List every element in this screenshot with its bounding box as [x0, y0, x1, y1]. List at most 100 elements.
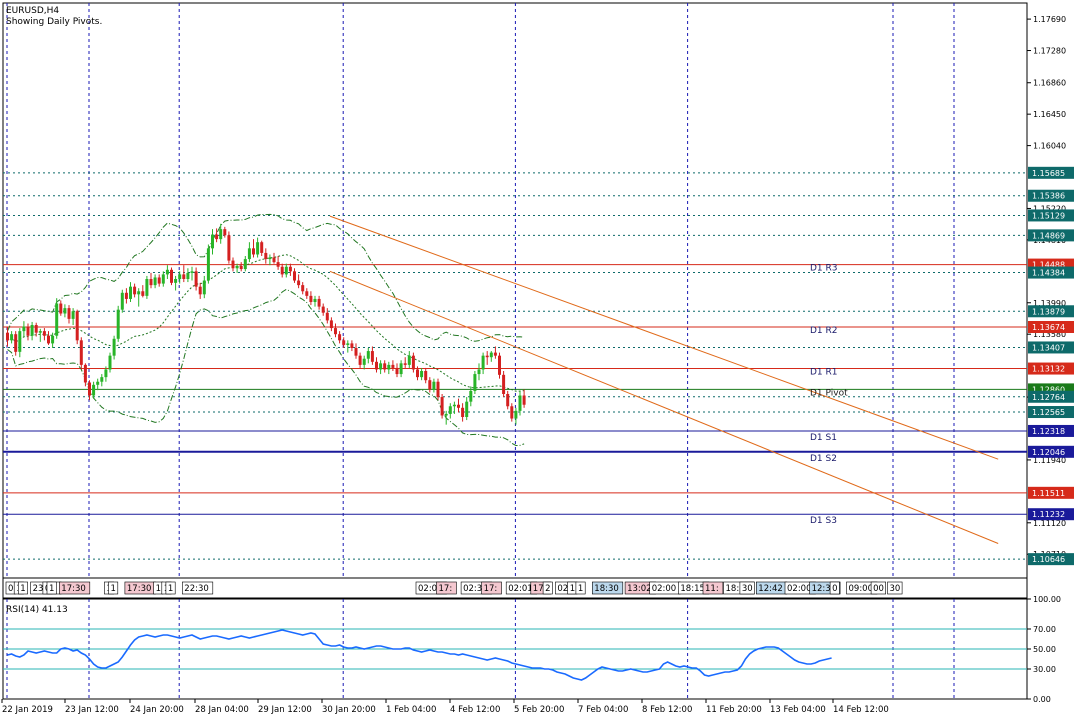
price-tag-box: [1028, 553, 1074, 566]
time-label-text: 17:: [533, 584, 547, 594]
price-tag: 1.11511: [1028, 486, 1074, 499]
x-tick-label: 13 Feb 04:00: [770, 705, 826, 715]
price-tag-label: 1.14869: [1032, 231, 1065, 240]
candle-body: [485, 355, 489, 358]
price-tag: 1.12764: [1028, 390, 1074, 403]
rsi-y-tick-label: 30.00: [1033, 665, 1056, 674]
candle-body: [440, 397, 444, 416]
price-tag-label: 1.14488: [1032, 261, 1065, 270]
pivot-labels: D1 R3 D1 R2 D1 R1 D1 Pivot D1 S1 D1 S2 D1 S3: [810, 264, 848, 527]
candle-body: [141, 291, 145, 296]
price-axis: 1.17690 1.17280 1.16860 1.16450 1.16040 1.152…: [1027, 15, 1066, 559]
y-tick-label: 1.11940: [1033, 456, 1066, 465]
candle: [280, 263, 284, 278]
candle-body: [481, 355, 485, 370]
time-label-text: 02:00: [652, 584, 677, 594]
time-label-box: [739, 581, 755, 595]
candle-body: [506, 394, 510, 407]
time-axis: 22 Jan 2019 23 Jan 12:00 24 Jan 20:00 28 Ja…: [1, 699, 889, 715]
price-tag-label: 1.13879: [1032, 307, 1065, 316]
time-label: 02:00: [649, 581, 681, 595]
y-tick-label: 1.16040: [1033, 142, 1066, 151]
candle-body: [366, 351, 370, 359]
candle-body: [223, 229, 227, 236]
candle: [67, 305, 71, 324]
candle-body: [522, 395, 526, 405]
candle: [440, 394, 444, 419]
rsi-line: [7, 629, 832, 681]
candle: [379, 360, 383, 375]
candle: [219, 223, 223, 244]
candle-body: [391, 364, 395, 368]
candle: [354, 343, 358, 359]
time-label-text: 30: [742, 584, 753, 594]
candle-body: [227, 235, 231, 261]
candle-body: [276, 262, 280, 267]
candle-body: [206, 248, 210, 281]
candle: [518, 390, 522, 416]
price-tag-box: [1028, 341, 1074, 354]
price-tag-label: 1.13407: [1032, 343, 1065, 352]
candle-body: [38, 331, 42, 333]
candle-body: [518, 395, 522, 411]
candle-body: [346, 343, 350, 345]
candle-body: [47, 335, 50, 344]
pivot-label: D1 R2: [810, 326, 838, 336]
time-label-box: [870, 581, 886, 595]
candle-body: [235, 265, 239, 269]
candle-body: [370, 351, 374, 362]
price-tag-label: 1.12565: [1032, 408, 1065, 417]
rsi-panel: 100.00 70.00 50.00 30.00 0.00: [3, 595, 1061, 704]
price-tag-label: 1.15386: [1032, 192, 1065, 201]
candle-body: [358, 355, 362, 365]
candle-body: [338, 334, 342, 341]
candle-body: [10, 334, 14, 341]
candle: [34, 322, 38, 337]
candle: [407, 351, 411, 368]
price-tag-label: 1.10646: [1032, 555, 1065, 564]
candle: [252, 239, 255, 258]
candle-body: [452, 404, 456, 407]
time-label-text: 1: [111, 584, 116, 594]
candle-body: [301, 285, 305, 292]
candle-body: [432, 381, 436, 390]
price-tag: 1.13674: [1028, 320, 1074, 333]
candle: [124, 288, 128, 304]
candle: [247, 242, 251, 263]
y-tick-label: 1.16450: [1033, 110, 1066, 119]
pivot-label: D1 Pivot: [810, 388, 848, 398]
price-tag-box: [1028, 390, 1074, 403]
upper-band: [7, 213, 525, 342]
candle: [465, 397, 469, 421]
candle-body: [309, 295, 313, 302]
candle: [391, 360, 395, 371]
candle: [153, 274, 157, 289]
y-tick-label: 1.11120: [1033, 519, 1066, 528]
candle-body: [145, 279, 149, 296]
candle: [288, 263, 292, 276]
candle-body: [129, 286, 132, 299]
candle: [30, 321, 34, 341]
candle-body: [272, 257, 276, 263]
candle: [473, 371, 477, 394]
trend-channel: [329, 215, 999, 544]
candle: [313, 295, 317, 307]
candle-body: [26, 326, 30, 336]
time-label-box: [58, 581, 91, 595]
candle-body: [514, 410, 518, 419]
price-tag: 1.11232: [1028, 508, 1074, 521]
price-tag: 1.13132: [1028, 362, 1074, 375]
candle: [112, 335, 116, 360]
candle-body: [264, 252, 268, 260]
candle: [264, 248, 268, 264]
time-label-text: 12:42: [758, 584, 783, 594]
candle-body: [92, 384, 96, 396]
candle: [108, 352, 112, 373]
pivot-label: D1 R3: [810, 264, 838, 274]
candle: [243, 256, 247, 272]
candle: [120, 289, 124, 313]
candle-body: [104, 369, 108, 378]
candle: [235, 263, 239, 273]
